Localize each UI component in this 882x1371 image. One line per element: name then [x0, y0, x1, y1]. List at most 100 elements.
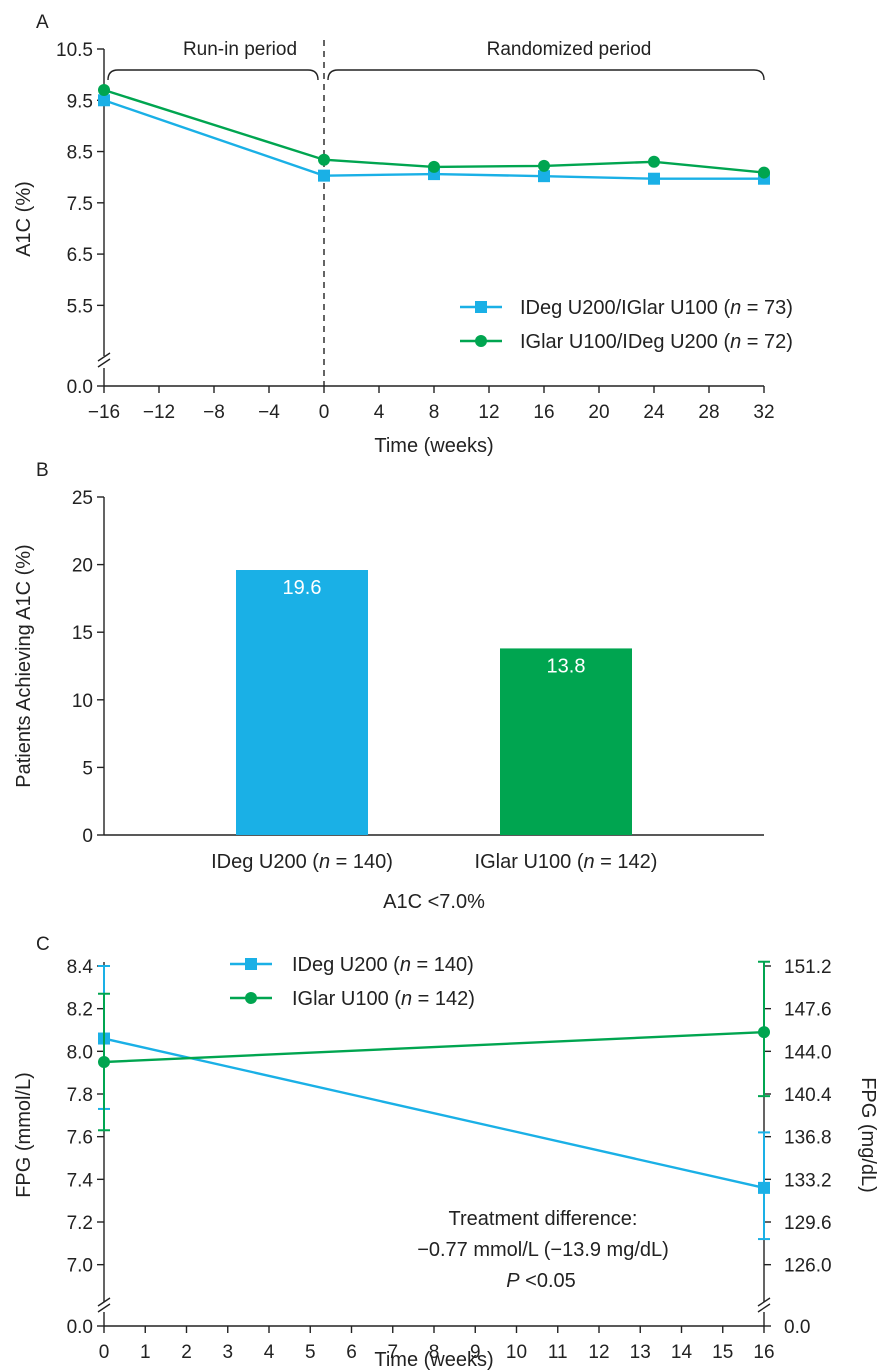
- panel-a-xtick-label: −8: [203, 402, 225, 423]
- panel-c-ytick-label-left: 7.8: [67, 1085, 93, 1106]
- panel-c-xtick-label: 9: [470, 1342, 481, 1363]
- panel-c-ytick-label-left: 7.4: [67, 1170, 94, 1191]
- panel-b-category-0: IDeg U200 (n = 140): [211, 851, 393, 873]
- panel-a-legend-label-0-main: IDeg U200/IGlar U100 (: [520, 297, 730, 319]
- panel-c-ytick-label-right: 147.6: [784, 1000, 832, 1021]
- panel-a-legend-marker-0: [475, 301, 487, 313]
- panel-a-series-1-point: [98, 84, 110, 97]
- panel-b-bar-0: [236, 570, 368, 835]
- p-italic: P: [506, 1270, 520, 1292]
- panel-b-category-n: n: [583, 851, 594, 873]
- panel-b-ytick-label: 5: [82, 758, 93, 779]
- panel-c-xtick-label: 3: [222, 1342, 233, 1363]
- panel-b-category-main: IDeg U200 (: [211, 851, 319, 873]
- panel-b-ytick-label: 25: [72, 488, 93, 509]
- panel-c-legend-label-1-rest: = 142): [412, 988, 475, 1010]
- panel-c-ytick-label-left: 7.6: [67, 1128, 93, 1149]
- panel-a-xtick-label: 16: [533, 402, 554, 423]
- panel-b-ytick-label: 20: [72, 556, 93, 577]
- panel-a-legend-label-1-n: n: [730, 331, 741, 353]
- randomized-brace: [327, 69, 765, 81]
- panel-a-series-1-point: [428, 160, 440, 173]
- panel-b-xlabel: A1C <7.0%: [383, 891, 485, 913]
- panel-a-series-0-line: [103, 99, 764, 180]
- run-in-brace: [107, 69, 319, 81]
- panel-c-axis-break-right: [757, 1297, 771, 1313]
- annotation-line-3: P <0.05: [506, 1270, 576, 1292]
- panel-b-ytick-label: 10: [72, 691, 93, 712]
- panel-a-xtick-label: −4: [258, 402, 280, 423]
- panel-a-xtick-label: 8: [429, 402, 440, 423]
- panel-a-series-0-point: [538, 170, 550, 183]
- panel-b-bar-1: [500, 648, 632, 835]
- panel-c-letter: C: [36, 934, 50, 955]
- panel-a-ylabel: A1C (%): [13, 181, 35, 257]
- panel-c-ytick-label-right: 0.0: [784, 1317, 810, 1338]
- panel-a-xtick-label: 4: [374, 402, 385, 423]
- panel-c-series-1-point: [758, 1026, 770, 1039]
- panel-c-legend-label-0-main: IDeg U200 (: [292, 954, 400, 976]
- panel-a: A Run-in period Randomized period Time (…: [13, 12, 793, 457]
- panel-c-legend-label-0-n: n: [400, 954, 411, 976]
- panel-c-ytick-label-left: 8.0: [67, 1042, 93, 1063]
- panel-c-series-0-line: [103, 1037, 765, 1190]
- panel-b-category-n: n: [319, 851, 330, 873]
- annotation-line-1: Treatment difference:: [449, 1208, 638, 1230]
- panel-a-xtick-label: 28: [698, 402, 719, 423]
- panel-c-legend-label-1-n: n: [401, 988, 412, 1010]
- panel-a-series-0-point: [98, 94, 110, 107]
- panel-c-xtick-label: 1: [140, 1342, 151, 1363]
- panel-a-ytick-label: 5.5: [67, 296, 93, 317]
- panel-c-xtick-label: 4: [264, 1342, 275, 1363]
- panel-c-legend-marker-0: [245, 958, 257, 970]
- panel-c-ytick-label-left: 0.0: [67, 1317, 93, 1338]
- panel-b-category-rest: = 142): [595, 851, 658, 873]
- randomized-label: Randomized period: [487, 39, 652, 60]
- panel-a-legend-label-0-rest: = 73): [741, 297, 793, 319]
- panel-a-series-1-line: [103, 88, 765, 174]
- panel-a-series-0-point: [318, 169, 330, 182]
- panel-a-legend-label-0: IDeg U200/IGlar U100 (n = 73): [520, 297, 793, 319]
- panel-c-axis-break-left: [97, 1297, 111, 1313]
- run-in-label: Run-in period: [183, 39, 297, 60]
- panel-c-xtick-label: 2: [181, 1342, 192, 1363]
- panel-c-ytick-label-right: 136.8: [784, 1128, 832, 1149]
- panel-c-legend-label-1-main: IGlar U100 (: [292, 988, 401, 1010]
- panel-c-xtick-label: 8: [429, 1342, 440, 1363]
- panel-c-xlabel: Time (weeks): [374, 1349, 493, 1371]
- panel-c-series-1-point: [98, 1056, 110, 1068]
- panel-c-ylabel-left: FPG (mmol/L): [13, 1072, 35, 1198]
- panel-c-ytick-label-right: 126.0: [784, 1256, 832, 1277]
- panel-c-ytick-label-left: 7.0: [67, 1256, 93, 1277]
- panel-b-category-1: IGlar U100 (n = 142): [475, 851, 658, 873]
- panel-b-bar-value-1: 13.8: [547, 655, 586, 677]
- panel-c-xtick-label: 12: [588, 1342, 609, 1363]
- panel-c-xtick-label: 13: [630, 1342, 651, 1363]
- panel-c-xtick-label: 14: [671, 1342, 693, 1363]
- panel-c-xtick-label: 11: [548, 1342, 568, 1363]
- panel-a-series-1-point: [648, 155, 660, 168]
- panel-a-series-1-point: [758, 166, 770, 179]
- panel-a-axis-break: [97, 352, 111, 368]
- panel-c-ytick-label-right: 133.2: [784, 1170, 832, 1191]
- panel-a-legend-marker-1: [475, 335, 487, 347]
- panel-c-xtick-label: 15: [712, 1342, 733, 1363]
- annotation-line-2: −0.77 mmol/L (−13.9 mg/dL): [417, 1239, 669, 1261]
- panel-a-xtick-label: 24: [643, 402, 665, 423]
- panel-b: B Patients Achieving A1C (%) A1C <7.0% 0…: [13, 460, 764, 913]
- panel-c-legend-label-0: IDeg U200 (n = 140): [292, 954, 474, 976]
- panel-c-ytick-label-left: 8.2: [67, 1000, 93, 1021]
- panel-a-legend-label-1-main: IGlar U100/IDeg U200 (: [520, 331, 730, 353]
- panel-a-xtick-label: 12: [478, 402, 499, 423]
- panel-c-legend-label-1: IGlar U100 (n = 142): [292, 988, 475, 1010]
- panel-a-ytick-label: 10.5: [56, 40, 93, 61]
- panel-c-legend-label-0-rest: = 140): [411, 954, 474, 976]
- panel-c-series-1-line: [103, 1030, 765, 1064]
- panel-a-series-1-point: [538, 159, 550, 172]
- panel-c-legend-marker-1: [245, 992, 257, 1004]
- panel-a-xtick-label: −16: [88, 402, 120, 423]
- panel-a-letter: A: [36, 12, 49, 33]
- p-value: <0.05: [520, 1270, 576, 1292]
- panel-c-ytick-label-right: 144.0: [784, 1042, 832, 1063]
- panel-a-xtick-label: 0: [319, 402, 330, 423]
